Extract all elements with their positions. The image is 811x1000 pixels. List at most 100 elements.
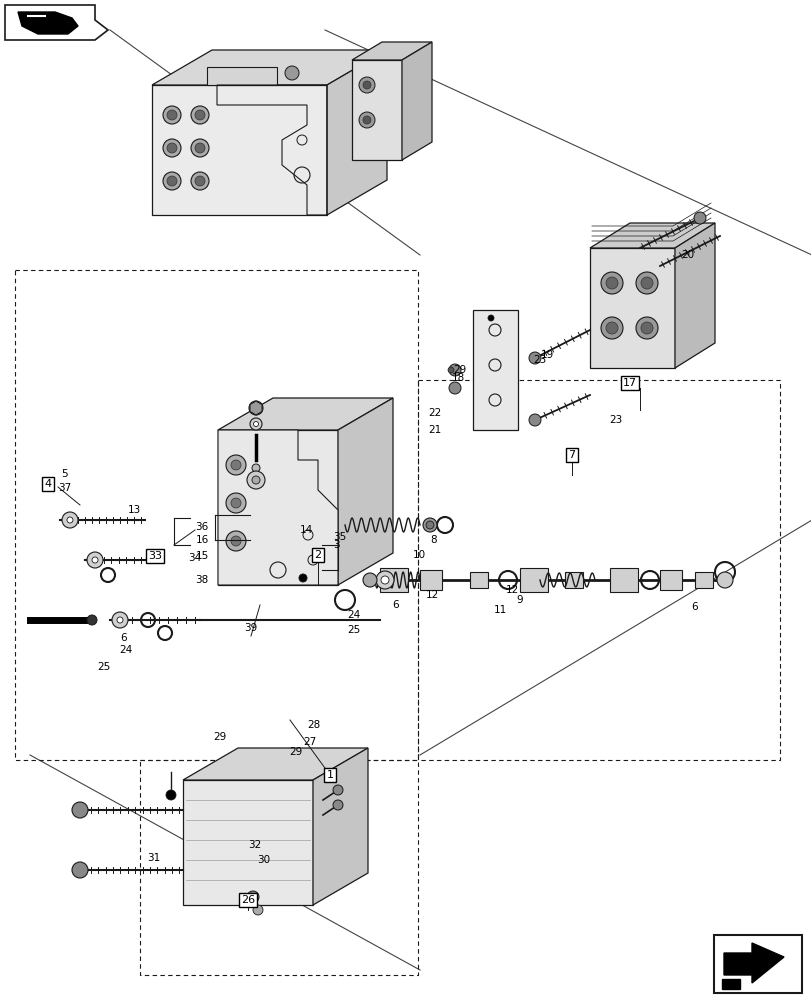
Polygon shape [674,223,714,368]
Text: 32: 32 [248,840,261,850]
Text: 13: 13 [127,505,140,515]
Circle shape [250,418,262,430]
Text: 1: 1 [326,770,333,780]
Circle shape [333,785,342,795]
Circle shape [225,493,246,513]
Circle shape [87,552,103,568]
Circle shape [285,66,298,80]
Bar [609,568,637,592]
Polygon shape [5,5,108,40]
Circle shape [358,112,375,128]
Text: 12: 12 [504,585,518,595]
Circle shape [117,617,122,623]
Polygon shape [217,430,337,585]
Text: 5: 5 [62,469,68,479]
Circle shape [195,110,204,120]
Circle shape [487,315,493,321]
Text: 20: 20 [680,250,693,260]
Circle shape [635,272,657,294]
Text: 39: 39 [244,623,257,633]
Polygon shape [590,248,674,368]
Polygon shape [182,748,367,780]
Circle shape [191,106,208,124]
Text: 34: 34 [188,553,201,563]
Circle shape [251,476,260,484]
Circle shape [363,81,371,89]
Circle shape [225,455,246,475]
Circle shape [67,517,73,523]
Text: 10: 10 [412,550,425,560]
Circle shape [72,802,88,818]
Text: 2: 2 [314,550,321,560]
Text: 31: 31 [147,853,161,863]
Text: 7: 7 [568,450,575,460]
Text: 16: 16 [195,535,208,545]
Circle shape [195,176,204,186]
Circle shape [380,576,388,584]
Text: 19: 19 [539,350,553,360]
Polygon shape [217,398,393,430]
Bar [564,572,582,588]
Polygon shape [152,50,387,85]
Text: 38: 38 [195,575,208,585]
Bar [713,935,801,993]
Polygon shape [312,748,367,905]
Bar [207,67,277,85]
Circle shape [167,110,177,120]
Text: 25: 25 [97,662,110,672]
Circle shape [448,367,453,373]
Text: 28: 28 [307,720,320,730]
Text: 12: 12 [425,590,438,600]
Polygon shape [250,401,262,415]
Text: 22: 22 [428,408,441,418]
Circle shape [247,471,264,489]
Circle shape [92,557,98,563]
Circle shape [298,574,307,582]
Bar [380,568,407,592]
Text: 21: 21 [428,425,441,435]
Text: 30: 30 [257,855,270,865]
Text: 17: 17 [622,378,637,388]
Circle shape [605,277,617,289]
Text: 23: 23 [533,355,546,365]
Text: 6: 6 [393,600,399,610]
Circle shape [247,891,259,903]
Text: 29: 29 [213,732,226,742]
Text: 6: 6 [691,602,697,612]
Polygon shape [337,398,393,585]
Text: 14: 14 [299,525,312,535]
Circle shape [251,464,260,472]
Circle shape [165,790,176,800]
Polygon shape [18,12,78,34]
Text: 23: 23 [608,415,622,425]
Circle shape [716,572,732,588]
Polygon shape [217,430,337,585]
Polygon shape [723,943,783,983]
Polygon shape [351,42,431,60]
Circle shape [253,422,258,426]
Circle shape [375,571,393,589]
Text: 8: 8 [430,535,437,545]
Bar [694,572,712,588]
Circle shape [358,77,375,93]
Circle shape [640,277,652,289]
Text: 26: 26 [241,895,255,905]
Text: 29: 29 [453,365,466,375]
Circle shape [426,521,433,529]
Text: 37: 37 [58,483,71,493]
Circle shape [163,106,181,124]
Circle shape [112,612,128,628]
Circle shape [528,414,540,426]
Text: 36: 36 [195,522,208,532]
Polygon shape [152,85,327,215]
Circle shape [230,536,241,546]
Circle shape [62,512,78,528]
Text: 3: 3 [333,540,339,550]
Bar [419,570,441,590]
Circle shape [600,272,622,294]
Text: 15: 15 [195,551,208,561]
Circle shape [600,317,622,339]
Text: 9: 9 [516,595,522,605]
Text: 24: 24 [119,645,132,655]
Circle shape [640,322,652,334]
